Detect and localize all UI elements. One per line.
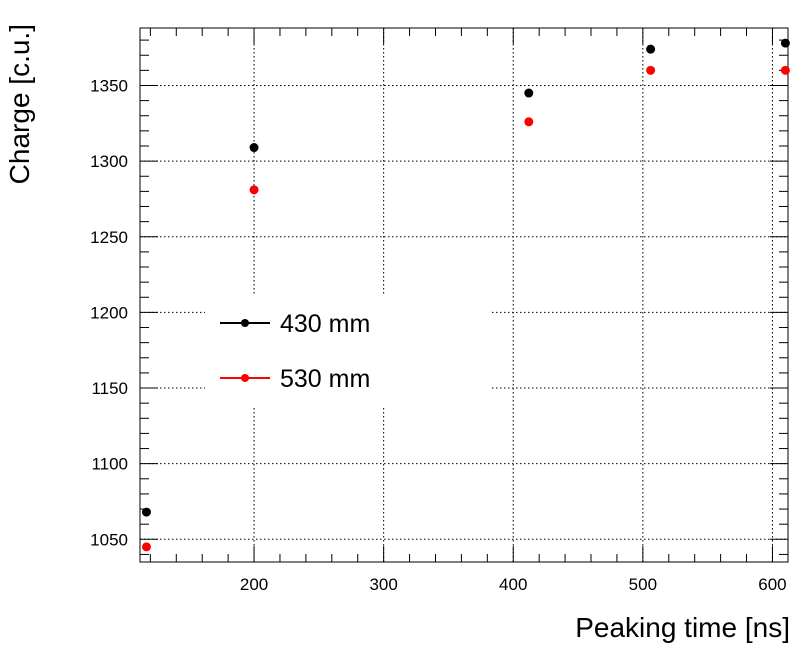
data-point	[141, 507, 151, 517]
y-tick-label: 1050	[90, 530, 128, 549]
plot-frame	[139, 27, 789, 563]
axes	[139, 27, 789, 563]
y-axis-title: Charge [c.u.]	[4, 24, 35, 184]
legend-box	[205, 296, 490, 406]
data-point	[780, 38, 790, 48]
data-point	[524, 88, 534, 98]
data-point	[780, 65, 790, 75]
ticks: 200 300 400 500 600 1050 1100 1150 1200 1250 1300 1…	[90, 28, 788, 594]
y-tick-label: 1150	[91, 379, 128, 398]
legend-marker	[241, 374, 249, 382]
data-point	[646, 44, 656, 54]
legend-label: 430 mm	[280, 310, 370, 338]
grid	[140, 28, 788, 562]
y-tick-label: 1350	[90, 76, 128, 95]
data-point	[249, 185, 259, 195]
x-tick-label: 500	[629, 575, 657, 594]
data-point	[141, 542, 151, 552]
x-tick-label: 300	[369, 575, 397, 594]
y-tick-label: 1300	[90, 152, 128, 171]
y-tick-label: 1250	[90, 228, 128, 247]
data-point	[646, 65, 656, 75]
x-tick-label: 600	[758, 575, 786, 594]
data-point	[524, 117, 534, 127]
legend: 430 mm 530 mm	[205, 296, 490, 406]
y-tick-label: 1200	[90, 303, 128, 322]
legend-marker	[241, 319, 249, 327]
x-tick-label: 400	[499, 575, 527, 594]
x-tick-label: 200	[240, 575, 268, 594]
y-tick-label: 1100	[91, 455, 128, 474]
data-points	[141, 38, 790, 552]
legend-label: 530 mm	[280, 365, 370, 393]
data-point	[249, 143, 259, 153]
x-axis-title: Peaking time [ns]	[575, 612, 790, 643]
